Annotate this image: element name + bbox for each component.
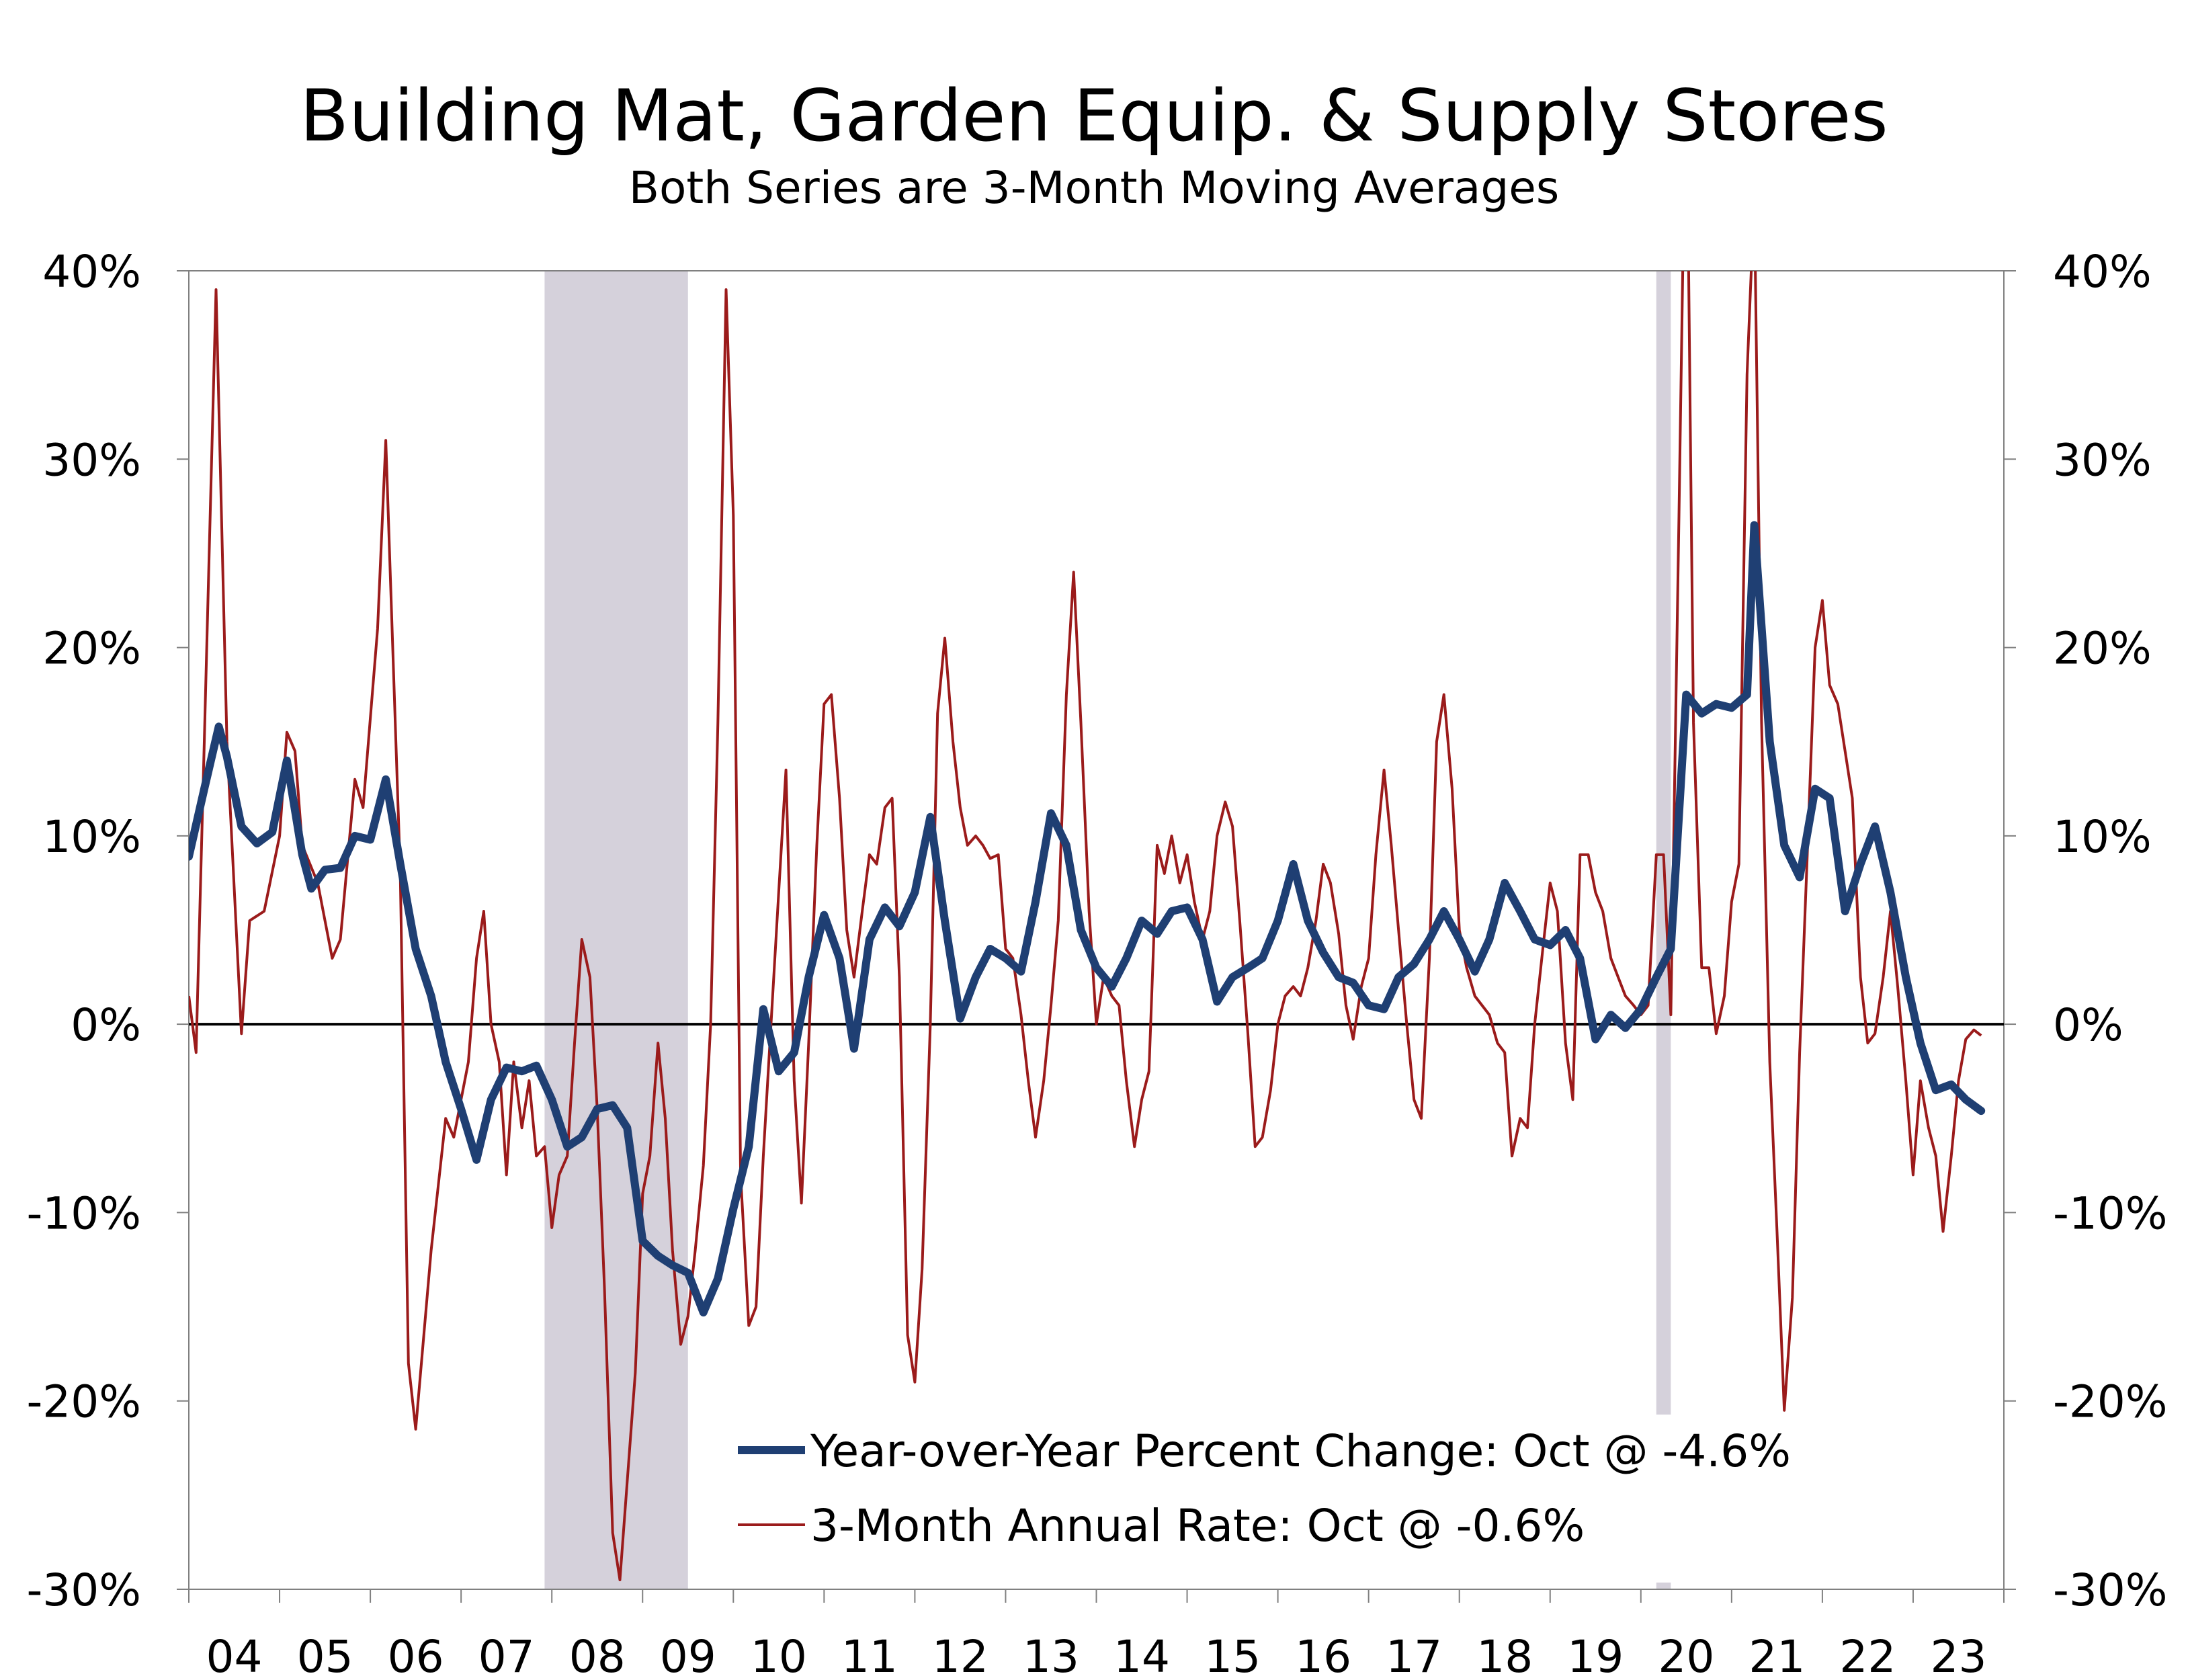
y-tick-label-right: -30% (2053, 1564, 2168, 1616)
recession-bands (544, 271, 1671, 1589)
series-line-annual-rate (189, 271, 1982, 1581)
axes: -30% -30% -20% -20% -10% -10% 0% 0% 10% 10% 20% 20%… (26, 246, 2167, 1680)
y-tick-label-left: 0% (71, 999, 141, 1051)
x-tick-label: 13 (1023, 1631, 1079, 1680)
x-tick-label: 07 (478, 1631, 535, 1680)
y-tick-label-left: 30% (42, 434, 141, 486)
x-tick-label: 05 (297, 1631, 353, 1680)
legend-label-yoy: Year-over-Year Percent Change: Oct @ -4.… (810, 1425, 1791, 1477)
legend-label-annual: 3-Month Annual Rate: Oct @ -0.6% (810, 1500, 1585, 1552)
recession-band (1656, 271, 1671, 1589)
y-tick-label-right: -10% (2053, 1187, 2168, 1239)
y-tick-label-right: 30% (2053, 434, 2152, 486)
recession-band (544, 271, 688, 1589)
x-tick-label: 12 (932, 1631, 988, 1680)
chart-title: Building Mat, Garden Equip. & Supply Sto… (300, 75, 1888, 157)
y-tick-label-right: -20% (2053, 1376, 2168, 1428)
x-tick-label: 19 (1567, 1631, 1624, 1680)
y-tick-label-right: 10% (2053, 811, 2152, 863)
series-line-yoy (189, 521, 1986, 1316)
y-tick-label-right: 40% (2053, 246, 2152, 298)
legend-background (726, 1415, 1969, 1583)
y-tick-label-left: 20% (42, 623, 141, 675)
x-tick-label: 20 (1658, 1631, 1714, 1680)
chart-subtitle: Both Series are 3-Month Moving Averages (628, 162, 1560, 214)
y-tick-label-right: 0% (2053, 999, 2123, 1051)
x-tick-label: 16 (1295, 1631, 1351, 1680)
x-tick-label: 14 (1113, 1631, 1170, 1680)
y-tick-label-left: 40% (42, 246, 141, 298)
x-tick-label: 15 (1204, 1631, 1261, 1680)
x-tick-label: 06 (388, 1631, 444, 1680)
x-tick-label: 08 (569, 1631, 626, 1680)
x-tick-label: 18 (1476, 1631, 1533, 1680)
x-tick-label: 04 (206, 1631, 263, 1680)
x-tick-label: 09 (660, 1631, 716, 1680)
x-tick-label: 11 (841, 1631, 898, 1680)
legend: Year-over-Year Percent Change: Oct @ -4.… (726, 1415, 1969, 1583)
series-layer (189, 271, 1986, 1581)
y-tick-label-left: -30% (26, 1564, 141, 1616)
x-tick-label: 23 (1930, 1631, 1986, 1680)
y-tick-label-left: -20% (26, 1376, 141, 1428)
x-tick-label: 22 (1839, 1631, 1896, 1680)
y-tick-label-right: 20% (2053, 623, 2152, 675)
x-tick-label: 21 (1749, 1631, 1805, 1680)
x-tick-label: 10 (751, 1631, 807, 1680)
y-tick-label-left: -10% (26, 1187, 141, 1239)
x-tick-label: 17 (1386, 1631, 1442, 1680)
y-tick-label-left: 10% (42, 811, 141, 863)
